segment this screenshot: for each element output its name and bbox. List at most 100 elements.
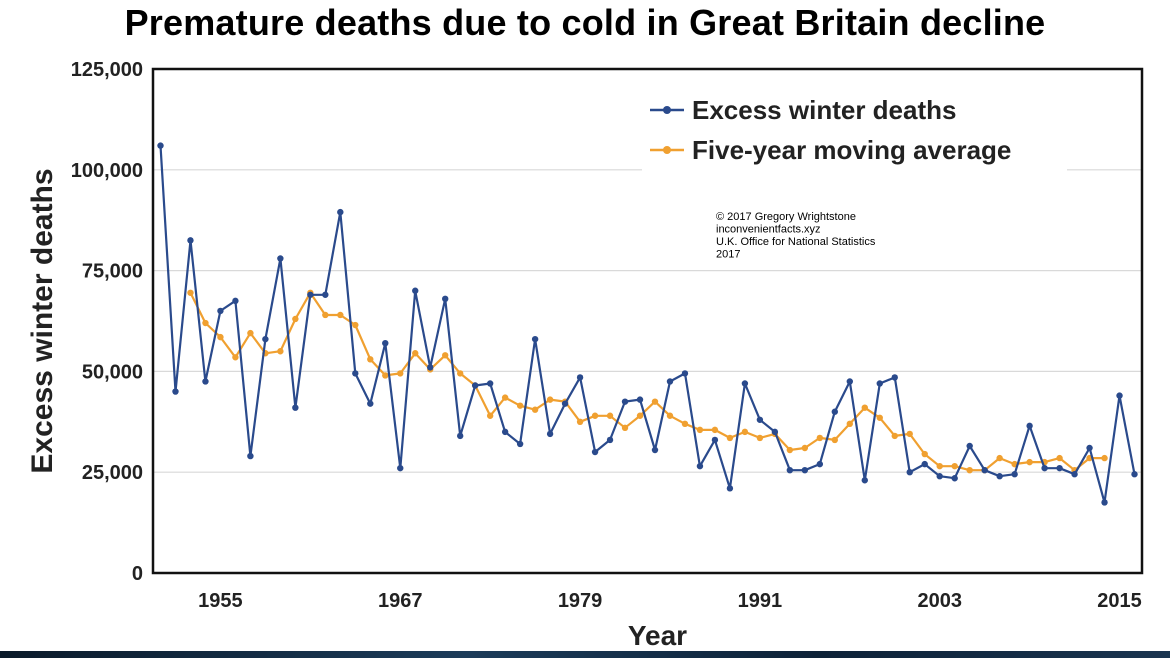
data-point [232,297,239,305]
data-point [936,473,943,480]
data-point [247,452,254,460]
data-point [651,398,659,405]
data-point [876,414,883,421]
data-point [711,426,719,434]
data-point [1086,444,1093,452]
data-point [921,460,928,468]
data-point [666,412,674,419]
data-point [486,380,494,387]
legend-background [642,86,1067,182]
data-point [501,394,509,401]
data-point [187,237,194,244]
data-point [981,466,988,474]
chart-title: Premature deaths due to cold in Great Br… [124,2,1046,43]
data-point [187,289,194,296]
data-point [471,382,479,389]
credit-annotation: © 2017 Gregory Wrightstoneinconvenientfa… [716,211,876,261]
data-point [786,466,794,474]
y-tick-label: 125,000 [71,59,143,81]
data-point [936,462,943,470]
data-point [951,475,958,482]
data-point [277,255,284,262]
credit-line: U.K. Office for National Statistics [716,236,876,248]
data-point [456,370,464,377]
legend: Excess winter deaths Five-year moving ave… [642,86,1067,182]
credit-line: © 2017 Gregory Wrightstone [716,211,856,223]
series-layer [157,142,1138,506]
x-tick-label: 1955 [198,590,243,612]
data-point [636,396,644,403]
data-point [172,388,179,395]
data-point [621,424,629,432]
data-point [861,404,868,411]
data-point [606,412,614,419]
data-point [382,372,389,379]
data-point [262,335,269,343]
series-line [159,145,1136,504]
data-point [966,442,973,450]
data-point [217,333,224,341]
data-point [412,350,419,357]
legend-swatch-marker [663,106,671,114]
x-tick-label: 2015 [1097,590,1142,612]
data-point [442,295,449,303]
data-point [202,319,209,327]
data-point [442,352,449,359]
data-point [921,450,928,458]
data-point [801,466,809,474]
data-point [576,418,584,425]
data-point [382,339,389,347]
y-tick-label: 100,000 [71,160,143,182]
data-point [397,370,404,377]
plot-frame [151,67,1144,575]
data-point [1011,471,1018,478]
data-point [1131,471,1138,478]
data-point [412,287,419,294]
data-point [891,432,898,440]
data-point [816,434,824,442]
y-axis: 0 25,000 50,000 75,000 100,000 125,000 [71,59,143,585]
x-tick-label: 2003 [917,590,962,612]
data-point [322,311,329,319]
y-tick-label: 0 [132,563,143,585]
data-point [786,446,794,454]
data-point [307,291,314,298]
data-point [292,315,299,323]
data-point [771,428,779,436]
data-point [1056,464,1063,472]
y-tick-label: 25,000 [82,462,143,484]
x-tick-label: 1967 [378,590,423,612]
data-point [666,378,674,385]
data-point [681,370,689,377]
data-point [651,446,659,454]
data-point [202,378,209,385]
data-point [831,436,839,444]
credit-line: 2017 [716,249,740,261]
data-point [726,485,734,492]
legend-label: Excess winter deaths [692,95,956,125]
data-point [561,400,569,407]
data-point [277,348,284,355]
data-point [831,408,839,415]
data-point [157,142,164,149]
data-point [352,370,359,377]
data-point [801,444,809,452]
data-point [996,473,1003,480]
x-tick-label: 1979 [558,590,603,612]
data-point [756,416,764,423]
data-point [337,208,344,216]
data-point [531,335,539,343]
data-point [591,412,599,419]
data-point [576,374,584,381]
data-point [217,307,224,315]
x-tick-label: 1991 [738,590,783,612]
data-point [906,430,913,438]
y-tick-label: 75,000 [82,261,143,283]
data-point [606,436,614,444]
data-point [621,398,629,405]
data-point [1101,454,1108,462]
data-point [1026,422,1033,430]
data-point [756,434,764,442]
data-point [501,428,509,436]
